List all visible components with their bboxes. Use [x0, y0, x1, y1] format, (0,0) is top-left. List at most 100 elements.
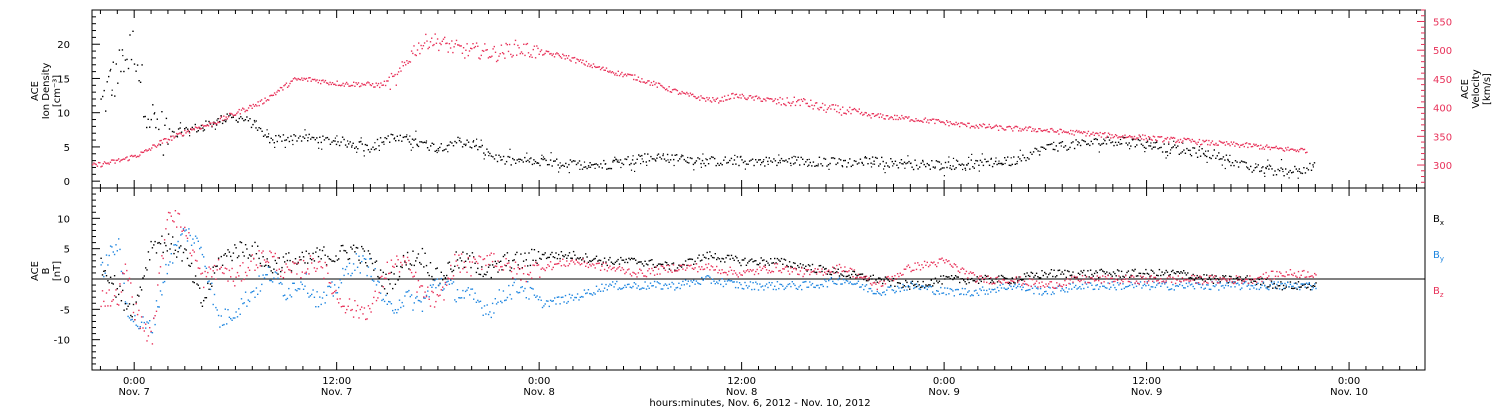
- by-point: [551, 300, 553, 302]
- velocity-point: [757, 97, 759, 100]
- bx-point: [431, 275, 433, 278]
- velocity-point: [547, 50, 550, 53]
- velocity-point: [563, 54, 565, 57]
- velocity-point: [93, 162, 95, 164]
- density-point: [760, 164, 762, 166]
- velocity-point: [1064, 131, 1066, 133]
- by-point: [1177, 285, 1179, 287]
- velocity-point: [154, 145, 156, 147]
- by-point: [876, 290, 878, 293]
- by-point: [983, 289, 985, 291]
- by-point: [1023, 283, 1026, 285]
- density-point: [1107, 136, 1109, 138]
- density-point: [1207, 150, 1209, 152]
- bx-point: [915, 286, 918, 288]
- density-point: [524, 156, 526, 159]
- density-point: [874, 156, 877, 159]
- bz-point: [801, 267, 803, 269]
- density-point: [496, 160, 499, 163]
- velocity-point: [1070, 129, 1072, 132]
- by-point: [489, 311, 491, 313]
- bx-point: [602, 261, 604, 263]
- by-point: [586, 292, 588, 294]
- bz-point: [639, 268, 641, 270]
- bz-point: [413, 275, 415, 277]
- density-point: [641, 154, 643, 157]
- density-point: [1298, 168, 1300, 170]
- bz-point: [674, 270, 676, 272]
- density-point: [1151, 148, 1153, 150]
- by-point: [431, 286, 433, 288]
- by-point: [204, 265, 206, 268]
- velocity-point: [994, 125, 996, 127]
- density-point: [490, 155, 493, 157]
- velocity-point: [709, 100, 712, 102]
- velocity-point: [245, 109, 247, 112]
- by-point: [208, 280, 210, 282]
- bz-point: [531, 277, 533, 279]
- density-point: [1134, 146, 1136, 148]
- density-point: [753, 164, 755, 167]
- density-point: [846, 166, 848, 168]
- density-point: [1202, 152, 1205, 155]
- density-point: [1040, 146, 1042, 148]
- bz-point: [851, 268, 853, 270]
- bz-point: [691, 267, 694, 270]
- density-point: [1099, 144, 1102, 146]
- by-point: [957, 288, 959, 291]
- bz-point: [594, 267, 596, 269]
- density-point: [601, 167, 603, 169]
- by-point: [582, 296, 584, 298]
- by-point: [228, 316, 231, 318]
- bx-point: [927, 284, 930, 286]
- velocity-point: [119, 160, 121, 163]
- by-point: [500, 300, 502, 302]
- velocity-point: [500, 44, 503, 46]
- density-point: [1069, 146, 1071, 149]
- bx-point: [323, 246, 325, 248]
- density-point: [483, 152, 485, 154]
- by-point: [212, 303, 214, 306]
- bx-point: [424, 252, 426, 254]
- bx-point: [950, 275, 953, 277]
- density-point: [997, 162, 1000, 165]
- by-point: [1118, 284, 1120, 286]
- bx-point: [1274, 286, 1277, 288]
- by-point: [305, 273, 307, 275]
- density-point: [111, 89, 113, 91]
- velocity-point: [449, 47, 452, 49]
- density-point: [527, 159, 529, 162]
- by-point: [891, 289, 893, 291]
- density-point: [382, 141, 385, 143]
- by-point: [447, 280, 449, 282]
- by-point: [749, 281, 752, 283]
- bx-point: [563, 255, 565, 258]
- bx-point: [647, 264, 649, 266]
- density-point: [1001, 162, 1003, 165]
- density-point: [287, 136, 289, 139]
- bx-point: [940, 275, 942, 277]
- density-point: [998, 160, 1000, 162]
- velocity-point: [944, 123, 947, 126]
- by-point: [383, 300, 386, 303]
- velocity-point: [642, 81, 644, 83]
- bx-point: [678, 264, 680, 266]
- density-point: [337, 141, 339, 143]
- bz-point: [937, 262, 939, 264]
- velocity-point: [878, 116, 880, 119]
- density-point: [351, 144, 353, 146]
- bx-point: [236, 256, 239, 259]
- by-point: [1172, 283, 1174, 286]
- velocity-point: [634, 74, 636, 76]
- bz-point: [610, 268, 613, 271]
- by-point: [512, 284, 514, 287]
- bx-point: [115, 296, 117, 298]
- bz-point: [1048, 283, 1050, 285]
- velocity-point: [814, 102, 817, 104]
- density-point: [572, 160, 575, 162]
- velocity-point: [871, 113, 873, 115]
- by-point: [1296, 283, 1298, 285]
- velocity-point: [146, 150, 148, 152]
- velocity-point: [1225, 141, 1228, 143]
- bz-point: [848, 270, 850, 272]
